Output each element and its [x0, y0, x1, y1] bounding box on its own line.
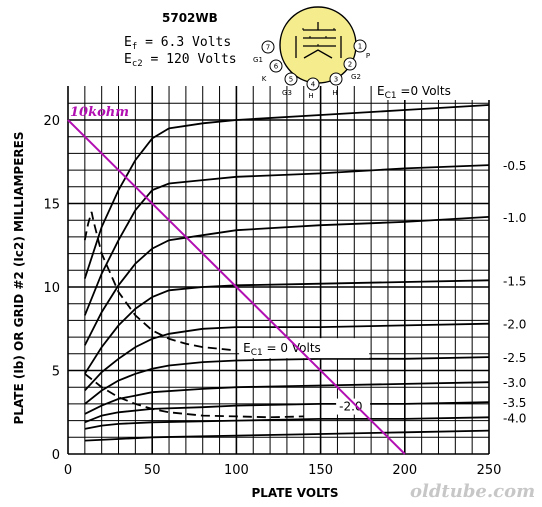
curve-label: -3.0 [503, 376, 526, 390]
tube-electrodes [295, 22, 342, 59]
y-tick-label: 15 [43, 198, 60, 213]
curve-label: EC1 =0 Volts [377, 84, 451, 101]
screen-curve-label: EC1 = 0 Volts [243, 341, 321, 358]
tube-grid-marks [302, 26, 335, 46]
tube-pin-name: K [262, 75, 267, 83]
y-axis-label: PLATE (Ib) OR GRID #2 (Ic2) MILLIAMPERES [12, 132, 26, 425]
plate-curves [83, 104, 490, 442]
x-tick-label: 200 [392, 463, 417, 478]
tube-pin-number: 5 [289, 76, 293, 84]
curve-label: -3.5 [503, 396, 526, 410]
plate-curve [84, 416, 490, 430]
curve-labels: EC1 =0 Volts -0.5 -1.0 -1.5 -2.0 -2.5 -3.0 -3.5… [372, 80, 526, 425]
tube-pin-name: G2 [351, 73, 361, 81]
tube-base-diagram: 7G1 6K 5 G3 4 H 3 H 2 G2 1P [253, 6, 370, 100]
tube-pin [284, 72, 298, 86]
plate-curve [84, 322, 490, 392]
plate-curve [84, 356, 490, 405]
watermark: oldtube.com [410, 481, 535, 502]
load-line: 10kohm [67, 105, 406, 455]
tube-pin-name: P [366, 52, 370, 60]
curve-label: -1.5 [503, 274, 526, 288]
grid [67, 86, 490, 455]
tube-pin [306, 77, 320, 91]
tube-pin-name: G1 [253, 56, 263, 64]
x-tick-label: 150 [308, 463, 333, 478]
x-tick-label: 100 [224, 463, 249, 478]
tube-pin-number: 1 [358, 43, 362, 51]
y-tick-label: 10 [43, 281, 60, 296]
x-axis-label: PLATE VOLTS [251, 486, 338, 500]
tube-pin-number: 2 [348, 61, 352, 69]
tube-pin [329, 72, 343, 86]
plate-curve [84, 381, 490, 415]
tube-pin [343, 57, 357, 71]
plate-curve [83, 164, 490, 316]
screen-curve [83, 211, 237, 352]
load-line-label: 10kohm [70, 105, 129, 120]
tick-labels: 0 50 100 150 200 250 0 5 10 15 20 [43, 114, 501, 478]
tube-pin [261, 40, 275, 54]
load-line-10k [67, 119, 406, 455]
plate-curve [84, 279, 490, 375]
tube-pin-number: 4 [311, 81, 316, 89]
tube-pin [269, 59, 283, 73]
x-tick-label: 50 [144, 463, 161, 478]
tube-pin-name: G3 [282, 89, 292, 97]
curve-label: -2.5 [503, 351, 526, 365]
tube-pin-number: 7 [266, 44, 270, 52]
tube-pin [353, 39, 367, 53]
y-tick-label: 5 [52, 365, 60, 380]
x-tick-label: 250 [477, 463, 502, 478]
screen-curve [84, 373, 304, 419]
plate-curve [83, 216, 490, 346]
curve-label: -2.0 [503, 318, 526, 332]
chart-title: 5702WB [162, 11, 218, 25]
tube-pin-name: H [308, 92, 313, 100]
screen-curve-label: -2.0 [339, 400, 362, 414]
plate-curve [84, 401, 490, 424]
y-tick-label: 20 [43, 114, 60, 129]
tube-pin-number: 3 [334, 76, 338, 84]
screen-label-bg [239, 338, 370, 359]
x-tick-label: 0 [64, 463, 72, 478]
curve-label-bg [372, 80, 512, 100]
curve-label: -1.0 [503, 211, 526, 225]
y-tick-label: 0 [52, 448, 60, 463]
condition-line: Ef = 6.3 Volts [124, 35, 231, 52]
plate-curve [83, 104, 490, 279]
condition-line: Ec2 = 120 Volts [124, 52, 237, 69]
curve-label: -4.0 [503, 411, 526, 425]
tube-pin-number: 6 [274, 63, 279, 71]
plate-curve [84, 429, 490, 442]
screen-curves: EC1 = 0 Volts -2.0 [83, 211, 371, 419]
tube-pin-name: H [332, 89, 337, 97]
curve-label: -0.5 [503, 159, 526, 173]
